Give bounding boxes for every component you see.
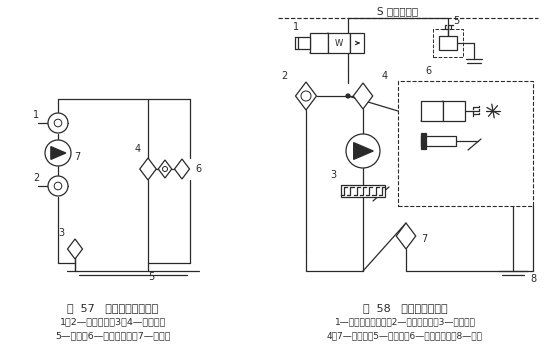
Text: W: W [450, 106, 458, 115]
Text: 2: 2 [281, 71, 287, 81]
Text: 3: 3 [330, 170, 336, 180]
Text: 6: 6 [425, 66, 431, 76]
Text: 1、2—三通球阀；3、4—过滤器；: 1、2—三通球阀；3、4—过滤器； [60, 318, 166, 326]
Text: W: W [335, 39, 343, 47]
Bar [421, 136, 456, 146]
Text: 7: 7 [421, 234, 427, 244]
Text: 5: 5 [453, 16, 459, 26]
Text: 7: 7 [74, 152, 80, 162]
Polygon shape [51, 147, 66, 159]
Circle shape [54, 182, 62, 190]
Circle shape [162, 166, 167, 172]
Text: 2: 2 [33, 173, 39, 183]
Text: 8: 8 [530, 274, 536, 284]
Polygon shape [353, 83, 373, 109]
Text: 1: 1 [293, 22, 299, 32]
Text: 1: 1 [33, 110, 39, 120]
Polygon shape [158, 160, 172, 178]
Text: 1—二位三通电磁阀；2—压差继电器；3—信号泵；: 1—二位三通电磁阀；2—压差继电器；3—信号泵； [335, 318, 475, 326]
Text: 4、7—过滤器；5—安全阀；6—压力先导阀；8—油箱: 4、7—过滤器；5—安全阀；6—压力先导阀；8—油箱 [327, 331, 483, 340]
Circle shape [45, 140, 71, 166]
Circle shape [48, 113, 68, 133]
Bar [298, 37, 310, 49]
Polygon shape [353, 143, 373, 159]
Bar [310, 33, 328, 53]
Circle shape [48, 176, 68, 196]
Polygon shape [396, 223, 416, 249]
Text: 图  57   过滤机液压原理图: 图 57 过滤机液压原理图 [68, 303, 158, 313]
Bar [341, 185, 385, 197]
Polygon shape [68, 239, 83, 259]
Bar [398, 81, 533, 206]
Circle shape [301, 91, 311, 101]
Text: 3: 3 [58, 228, 64, 238]
Polygon shape [175, 159, 189, 179]
Bar [443, 101, 465, 121]
Circle shape [54, 119, 62, 127]
Text: 4: 4 [135, 144, 141, 154]
Bar [421, 101, 443, 121]
Text: 5—油箱；6—压差继电器；7—过滤泵: 5—油箱；6—压差继电器；7—过滤泵 [55, 331, 171, 340]
Text: 6: 6 [195, 164, 201, 174]
Bar [350, 33, 364, 53]
Circle shape [346, 94, 350, 98]
Bar [439, 36, 457, 50]
Circle shape [346, 134, 380, 168]
Text: 5: 5 [148, 272, 154, 282]
Text: 图  58   信号压供油系统: 图 58 信号压供油系统 [363, 303, 447, 313]
Text: S 信号压力油: S 信号压力油 [377, 6, 419, 16]
Bar [328, 33, 350, 53]
Polygon shape [140, 158, 156, 180]
Polygon shape [295, 82, 316, 110]
Bar [421, 133, 426, 149]
Bar [433, 29, 463, 57]
Text: 4: 4 [382, 71, 388, 81]
